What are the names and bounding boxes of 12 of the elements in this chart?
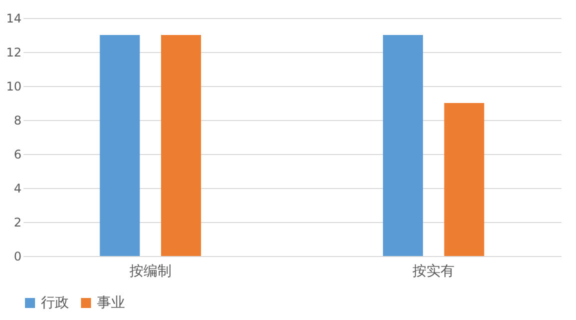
legend-label: 事业 [97,295,125,311]
y-tick-label: 14 [6,12,22,26]
y-tick-label: 6 [14,148,22,162]
y-tick-label: 2 [14,216,22,230]
y-tick-label: 12 [6,46,22,60]
y-tick-label: 0 [14,250,22,264]
x-tick-label: 按实有 [412,264,455,280]
legend-label: 行政 [41,295,69,311]
y-tick-label: 8 [14,114,22,128]
x-tick-label: 按编制 [129,264,172,280]
y-tick-label: 10 [6,80,22,94]
y-tick-label: 4 [14,182,22,196]
